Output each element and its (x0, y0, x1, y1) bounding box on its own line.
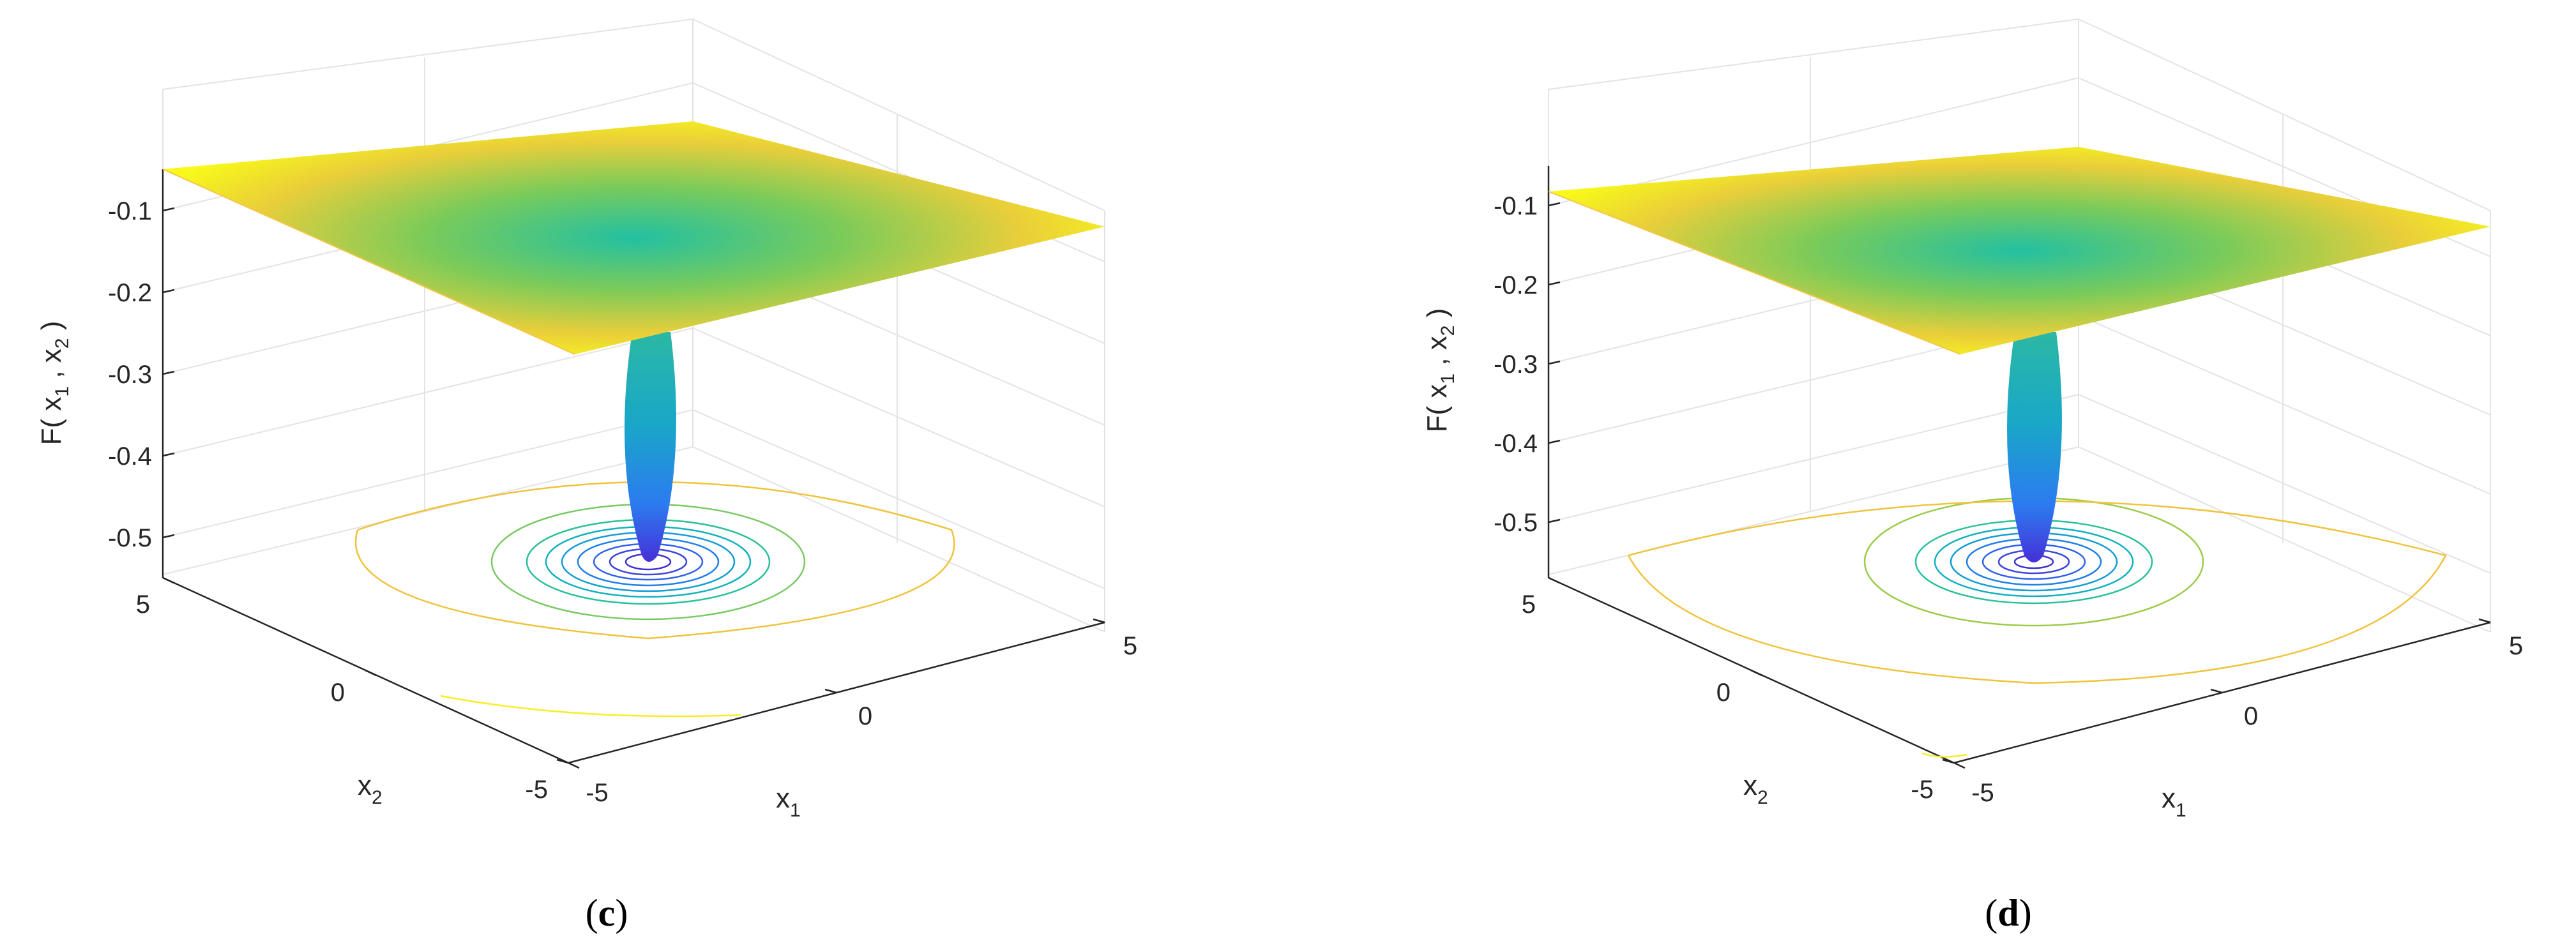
z-gridline (2078, 315, 2491, 495)
y-axis-label: x2 (358, 770, 383, 808)
x-tick-label-0: 0 (2244, 702, 2258, 730)
surface-plot-c: -0.1 -0.2 -0.3 -0.4 -0.5 F( x1 , x2 ) 5 0 -5… (36, 19, 1137, 934)
x-axis-label: x1 (2162, 783, 2186, 821)
panel-label-d: (d) (1985, 892, 2031, 934)
x-tick-label-5: 5 (1123, 632, 1137, 660)
z-tick-label: -0.4 (108, 442, 152, 470)
z-tick (162, 534, 175, 539)
surface (1548, 147, 2490, 562)
z-tick-label: -0.3 (108, 361, 152, 389)
panel-label-c: (c) (586, 892, 628, 934)
z-tick-label: -0.2 (108, 279, 152, 307)
x-tick-label--5: -5 (1971, 779, 1994, 807)
y-tick-label-5: 5 (1522, 591, 1536, 619)
z-ticks (162, 207, 175, 539)
z-tick-label: -0.5 (108, 524, 152, 552)
z-tick (162, 452, 175, 457)
z-tick-label: -0.4 (1494, 430, 1538, 458)
z-tick-label: -0.5 (1494, 509, 1538, 537)
z-tick (162, 207, 175, 212)
y-tick-label--5: -5 (1911, 776, 1934, 804)
z-gridline (692, 409, 1105, 589)
surface (162, 121, 1105, 562)
x-axis-label: x1 (776, 783, 801, 821)
y-tick-label--5: -5 (525, 776, 548, 804)
floor-ticks (162, 576, 1105, 769)
z-gridline (692, 327, 1105, 508)
z-tick (162, 289, 175, 294)
z-gridline (162, 327, 693, 456)
floor-axes (1548, 576, 2491, 764)
z-tick-label: -0.1 (1494, 192, 1538, 220)
z-tick (1548, 518, 1561, 523)
z-gridline (2078, 394, 2491, 574)
z-gridline (1548, 394, 2079, 523)
x-tick-label--5: -5 (586, 779, 609, 807)
z-tick-labels: -0.1 -0.2 -0.3 -0.4 -0.5 (1494, 192, 1538, 537)
z-tick-label: -0.1 (108, 197, 152, 225)
x-tick-label-5: 5 (2509, 632, 2523, 660)
y-axis-label: x2 (1743, 770, 1768, 808)
z-tick (1548, 360, 1561, 365)
z-ticks (1548, 202, 1561, 523)
floor-ticks (1548, 576, 2491, 769)
z-tick (1548, 439, 1561, 444)
x-tick-label-0: 0 (858, 702, 872, 730)
z-tick (162, 370, 175, 375)
y-tick-label-0: 0 (1716, 679, 1731, 707)
z-axis-label: F( x1 , x2 ) (1421, 308, 1458, 433)
floor-axes (162, 576, 1105, 764)
y-tick-label-5: 5 (136, 591, 150, 619)
z-tick-label: -0.2 (1494, 271, 1538, 299)
z-tick-label: -0.3 (1494, 350, 1538, 379)
z-tick (1548, 202, 1561, 207)
z-axis-label: F( x1 , x2 ) (36, 321, 73, 446)
z-tick (1548, 281, 1561, 286)
surface-plot-d: -0.1 -0.2 -0.3 -0.4 -0.5 F( x1 , x2 ) 5 0 -5… (1421, 19, 2523, 934)
y-tick-label-0: 0 (331, 679, 345, 707)
z-tick-labels: -0.1 -0.2 -0.3 -0.4 -0.5 (108, 197, 152, 552)
z-gridline (162, 409, 693, 538)
